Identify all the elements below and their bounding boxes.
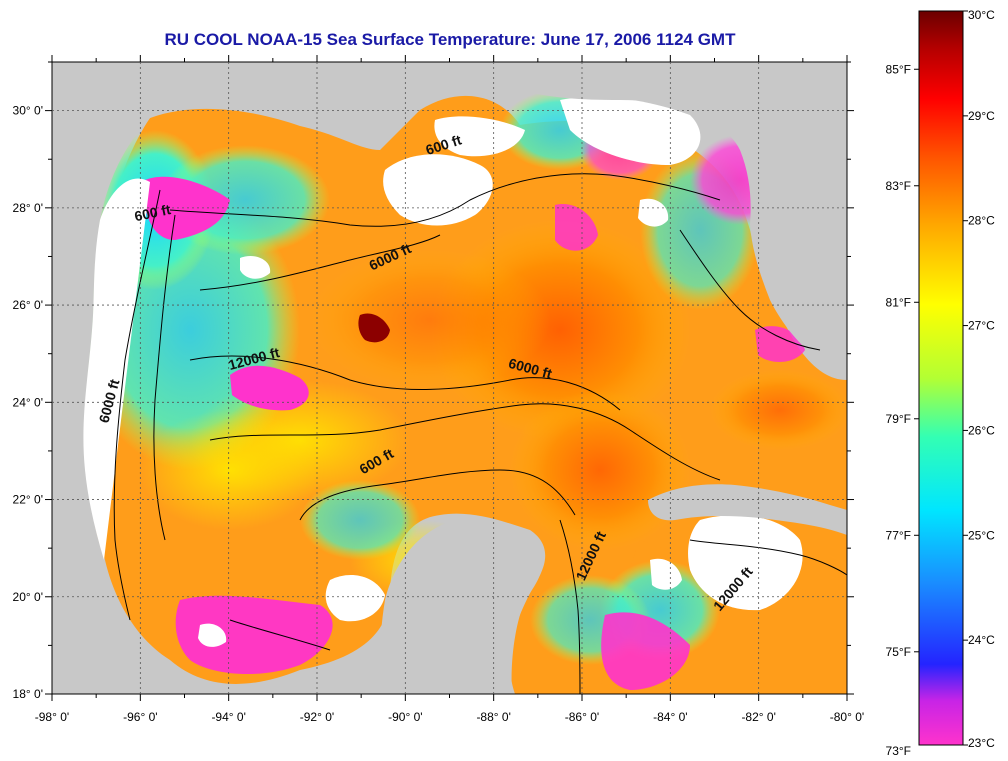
lon-tick-label: -94° 0' xyxy=(211,710,245,724)
western-shelf-nodata xyxy=(52,62,150,694)
graticule xyxy=(52,62,847,694)
lat-tick-label: 28° 0' xyxy=(13,201,43,215)
lat-tick-label: 24° 0' xyxy=(13,395,43,409)
colorbar-fahrenheit-label: 79°F xyxy=(886,412,911,426)
cold-patch-yucatan xyxy=(175,595,333,675)
lon-tick-label: -90° 0' xyxy=(388,710,422,724)
contour-6000ft-central xyxy=(209,403,721,481)
cloud-mississippi xyxy=(434,116,525,157)
lat-tick-label: 30° 0' xyxy=(13,104,43,118)
contour-600ft-campeche xyxy=(299,469,576,521)
colorbar-celsius-label: 29°C xyxy=(968,109,995,123)
colorbar-fahrenheit-label: 85°F xyxy=(886,62,911,76)
contour-6000ft-north xyxy=(199,234,441,291)
map-plot-area xyxy=(52,62,847,694)
lat-tick-label: 20° 0' xyxy=(13,590,43,604)
colorbar-celsius-label: 23°C xyxy=(968,736,995,750)
florida-land xyxy=(690,62,847,365)
colorbar-gradient xyxy=(918,10,964,746)
contour-label: 600 ft xyxy=(133,201,172,224)
hot-spot xyxy=(358,313,390,343)
lon-tick-labels: -98° 0' -96° 0' -94° 0' -92° 0' -90° 0' -88° … xyxy=(35,710,864,724)
colorbar-celsius-label: 25°C xyxy=(968,528,995,542)
colorbar-fahrenheit-label: 75°F xyxy=(886,645,911,659)
lon-tick-label: -88° 0' xyxy=(476,710,510,724)
western-shelf-white xyxy=(83,178,150,561)
cloud-campeche xyxy=(325,575,385,622)
colorbar: 30°C 29°C 28°C 27°C 26°C 25°C 24°C 23°C 85°F 83°… xyxy=(886,8,996,758)
yucatan-land xyxy=(379,518,545,694)
lon-tick-label: -80° 0' xyxy=(830,710,864,724)
bathymetry-contours xyxy=(113,173,847,694)
colorbar-celsius-label: 24°C xyxy=(968,633,995,647)
colorbar-celsius-label: 27°C xyxy=(968,319,995,333)
cloud-north-central xyxy=(383,154,493,226)
lon-tick-label: -92° 0' xyxy=(300,710,334,724)
lon-tick-label: -98° 0' xyxy=(35,710,69,724)
cold-patch-cuba xyxy=(601,612,690,690)
lat-tick-labels: 30° 0' 28° 0' 26° 0' 24° 0' 22° 0' 20° 0' 18° … xyxy=(13,104,43,701)
colorbar-celsius-label: 26°C xyxy=(968,423,995,437)
colorbar-fahrenheit-label: 77°F xyxy=(886,528,911,542)
colorbar-celsius-label: 30°C xyxy=(968,8,995,22)
lat-tick-label: 22° 0' xyxy=(13,493,43,507)
cold-patch-12000 xyxy=(230,365,309,411)
colorbar-fahrenheit-label: 81°F xyxy=(886,295,911,309)
colorbar-fahrenheit-label: 73°F xyxy=(886,744,911,758)
contour-600ft-west xyxy=(113,189,161,621)
lon-tick-label: -82° 0' xyxy=(741,710,775,724)
contour-12000ft xyxy=(189,355,621,411)
colorbar-fahrenheit-label: 83°F xyxy=(886,179,911,193)
lat-tick-label: 18° 0' xyxy=(13,687,43,701)
cuba-land xyxy=(648,484,847,535)
cloud-florida-panhandle xyxy=(560,96,701,165)
cloud-cuba xyxy=(688,515,803,611)
contour-12000ft-yucatan xyxy=(559,519,581,694)
contour-cuba-south xyxy=(689,539,847,576)
northern-coast-land xyxy=(150,62,700,130)
lon-tick-label: -96° 0' xyxy=(123,710,157,724)
contour-600ft-north xyxy=(169,173,721,227)
contour-6000ft-west xyxy=(153,214,176,541)
map-title: RU COOL NOAA-15 Sea Surface Temperature:… xyxy=(164,30,736,49)
lon-tick-label: -84° 0' xyxy=(653,710,687,724)
lat-tick-label: 26° 0' xyxy=(13,298,43,312)
colorbar-celsius-label: 28°C xyxy=(968,214,995,228)
lon-tick-label: -86° 0' xyxy=(565,710,599,724)
tick-marks xyxy=(45,55,854,701)
cold-patch-west xyxy=(145,176,230,240)
